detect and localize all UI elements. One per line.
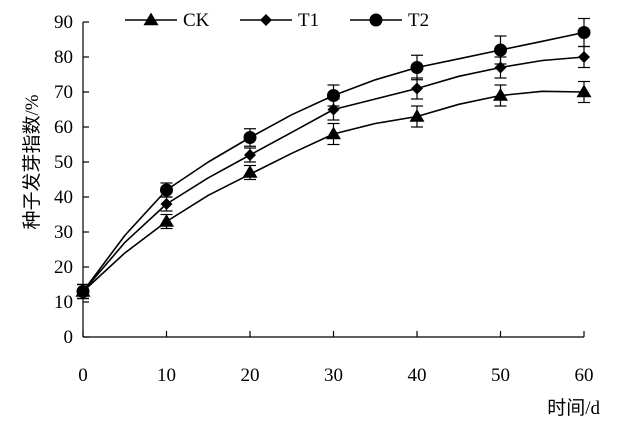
y-axis-ticks: 0 10 20 30 40 50 60 70 80 90 (54, 12, 89, 348)
data-point (242, 165, 258, 178)
legend-item-t1: T1 (240, 10, 319, 31)
series-line (82, 90, 585, 293)
data-point (576, 84, 592, 98)
x-axis-ticks: 0 10 20 30 40 50 60 (78, 331, 594, 386)
y-tick-label: 10 (54, 292, 73, 313)
x-tick-label: 10 (157, 365, 176, 386)
data-point (410, 61, 424, 74)
y-tick-label: 0 (64, 327, 74, 348)
data-point (327, 89, 340, 102)
legend-label: T1 (298, 10, 319, 31)
legend-marker (143, 12, 159, 26)
data-point (494, 43, 507, 57)
x-tick-label: 30 (324, 365, 343, 386)
data-point (159, 214, 174, 227)
series-t1 (77, 45, 590, 300)
legend-item-ck: CK (125, 10, 210, 31)
x-tick-label: 0 (78, 365, 88, 386)
data-point (493, 88, 508, 101)
y-tick-label: 20 (54, 257, 73, 278)
y-tick-label: 40 (54, 187, 73, 208)
legend-marker (369, 13, 383, 27)
legend-item-t2: T2 (350, 10, 429, 31)
y-tick-label: 80 (54, 47, 73, 68)
y-tick-label: 70 (54, 82, 73, 103)
x-tick-label: 60 (575, 365, 594, 386)
data-point (577, 26, 591, 39)
data-point (76, 285, 90, 298)
x-tick-label: 50 (491, 365, 510, 386)
data-point (578, 51, 590, 63)
series-line (82, 31, 585, 292)
legend-label: T2 (408, 10, 429, 31)
y-tick-label: 30 (54, 222, 73, 243)
x-axis-label: 时间/d (547, 397, 600, 419)
legend-marker (260, 14, 272, 26)
data-point (411, 82, 423, 95)
data-point (409, 109, 425, 122)
data-point (160, 183, 173, 197)
x-tick-label: 20 (241, 365, 260, 386)
data-point (243, 131, 257, 144)
data-point (326, 126, 341, 140)
axes (82, 22, 584, 338)
legend-label: CK (183, 10, 210, 31)
y-tick-label: 90 (54, 12, 73, 33)
series-layer (75, 17, 592, 300)
y-axis-label: 种子发芽指数/% (21, 94, 43, 229)
data-point (160, 198, 173, 210)
y-tick-label: 60 (54, 117, 73, 138)
data-point (244, 149, 256, 161)
series-t2 (76, 17, 591, 300)
x-tick-label: 40 (408, 365, 427, 386)
y-tick-label: 50 (54, 152, 73, 173)
legend: CK T1 T2 (125, 10, 429, 31)
